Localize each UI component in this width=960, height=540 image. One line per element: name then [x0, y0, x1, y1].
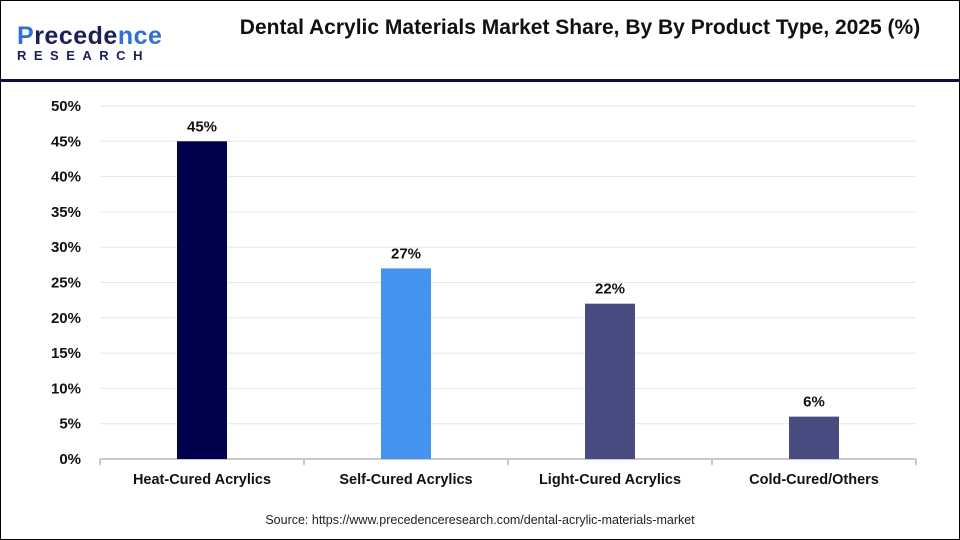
x-category-label: Cold-Cured/Others [749, 472, 879, 488]
y-tick-label: 0% [59, 451, 81, 468]
logo-text: recede [34, 22, 118, 50]
logo-text: nce [117, 22, 163, 50]
y-tick-label: 35% [51, 204, 81, 221]
header-divider [0, 79, 960, 82]
logo-subtext: RESEARCH [17, 48, 150, 63]
logo: Precedence RESEARCH [17, 22, 162, 63]
y-tick-label: 5% [59, 416, 81, 433]
y-tick-label: 20% [51, 310, 81, 327]
bar [381, 268, 431, 459]
x-category-label: Self-Cured Acrylics [339, 472, 472, 488]
y-tick-label: 30% [51, 239, 81, 256]
y-tick-label: 50% [51, 98, 81, 115]
y-tick-label: 40% [51, 169, 81, 186]
y-tick-label: 10% [51, 380, 81, 397]
bar [177, 141, 227, 460]
y-tick-label: 15% [51, 345, 81, 362]
logo-text: P [17, 22, 35, 50]
bar [585, 303, 635, 459]
bar [789, 416, 839, 459]
chart-title: Dental Acrylic Materials Market Share, B… [239, 16, 921, 39]
data-label: 22% [595, 281, 625, 298]
y-tick-label: 25% [51, 275, 81, 292]
x-category-label: Light-Cured Acrylics [539, 472, 681, 488]
data-label: 6% [803, 394, 825, 411]
data-label: 45% [187, 118, 217, 135]
x-category-label: Heat-Cured Acrylics [133, 472, 271, 488]
y-tick-label: 45% [51, 133, 81, 150]
data-label: 27% [391, 245, 421, 262]
source-note: Source: https://www.precedenceresearch.c… [265, 513, 695, 527]
